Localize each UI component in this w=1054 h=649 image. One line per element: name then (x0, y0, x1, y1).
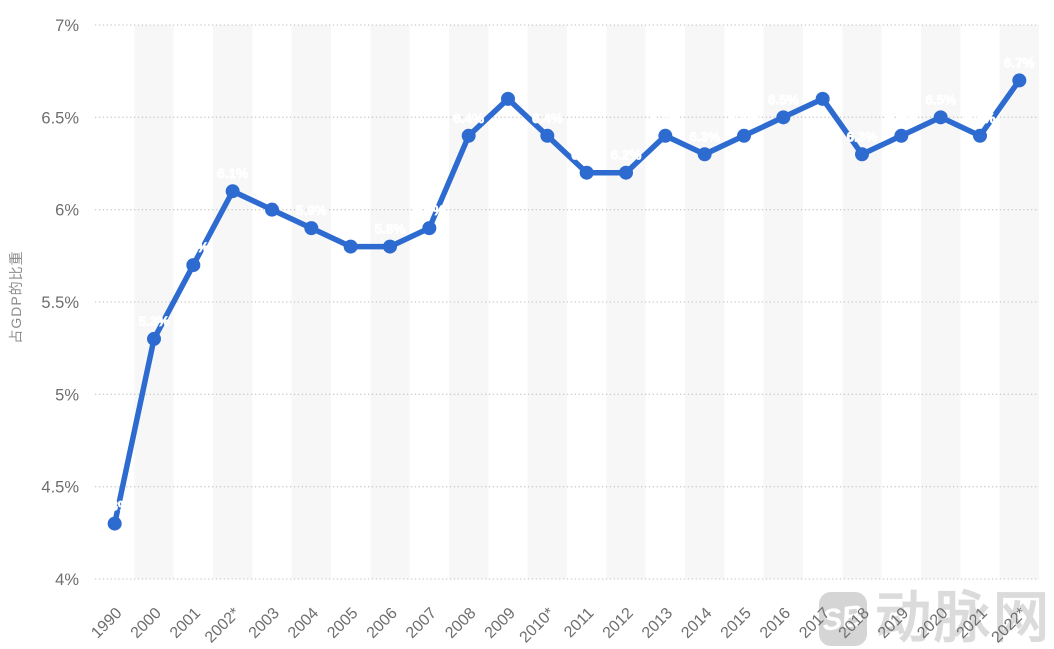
data-point (933, 110, 948, 125)
data-point-label: 6% (262, 185, 282, 200)
data-point-label: 5.9% (296, 203, 327, 218)
data-point-label: 4.3% (99, 499, 130, 514)
y-tick-label: 6% (55, 202, 79, 220)
data-point-label: 5.9% (414, 203, 445, 218)
data-point-label: 6.4% (886, 111, 917, 126)
x-axis-label: 2019 (875, 605, 912, 642)
series-line (111, 77, 1023, 527)
data-point (147, 331, 161, 346)
x-axis-label: 2018 (836, 605, 873, 642)
x-axis-label: 2006 (364, 605, 401, 642)
data-point-label: 6.4% (453, 111, 484, 126)
watermark-text: 动脉网 (875, 586, 1052, 649)
data-point (265, 202, 279, 217)
data-point (107, 516, 122, 531)
y-tick-label: 7% (55, 17, 79, 35)
data-point (225, 184, 240, 199)
data-point (697, 147, 712, 162)
x-axis-label: 2017 (796, 605, 833, 642)
data-point-label: 6.2% (611, 148, 642, 163)
y-tick-label: 4.5% (41, 479, 79, 497)
x-axis-label: 1990 (88, 605, 125, 642)
data-point (855, 147, 869, 162)
data-point (383, 239, 397, 254)
watermark-logo-icon: SB (819, 592, 867, 646)
data-point-label: 5.8% (335, 222, 366, 237)
x-axis-label: 2009 (482, 605, 519, 642)
data-point (737, 128, 751, 143)
data-point (658, 128, 673, 143)
data-point-label: 6.4% (965, 111, 996, 126)
data-point (422, 221, 437, 236)
x-axis-label: 2014 (678, 605, 715, 642)
x-axis-label: 2004 (285, 605, 322, 642)
x-axis-label: 2001 (167, 605, 204, 642)
data-point-label: 6.7% (1004, 55, 1035, 70)
y-tick-label: 6.5% (41, 109, 79, 127)
x-axis-label: 2010* (517, 605, 559, 647)
data-point-label: 6.1% (217, 166, 248, 181)
x-axis-label: 2016 (757, 605, 794, 642)
x-axis-label: 2008 (442, 605, 479, 642)
y-axis-title: 占GDP的比重 (8, 250, 24, 344)
data-point-label: 6.6% (493, 74, 524, 89)
data-point-label: 5.3% (139, 314, 170, 329)
data-point-label: 6.3% (689, 129, 720, 144)
x-axis-label: 2012 (600, 605, 637, 642)
data-point (776, 110, 791, 125)
data-point-label: 6.2% (571, 148, 602, 163)
data-point (815, 91, 830, 106)
x-axis-label: 2005 (324, 605, 361, 642)
x-axis-label: 2015 (718, 605, 755, 642)
y-tick-label: 5.5% (41, 294, 79, 312)
data-point (973, 128, 987, 143)
x-axis-label: 2003 (246, 605, 283, 642)
data-point (304, 221, 319, 236)
x-axis-label: 2022* (989, 605, 1031, 647)
data-point-label: 6.4% (650, 111, 681, 126)
plot-band (527, 25, 567, 579)
data-point (894, 128, 909, 143)
x-axis-label: 2013 (639, 605, 676, 642)
x-axis-label: 2011 (561, 605, 597, 641)
y-tick-label: 4% (55, 571, 79, 589)
data-point (1012, 73, 1027, 88)
data-point-label: 6.4% (729, 111, 760, 126)
data-point (619, 165, 633, 180)
data-point (540, 128, 555, 143)
data-point (186, 258, 201, 273)
x-axis-label: 2000 (128, 605, 165, 642)
data-point-label: 6.4% (532, 111, 563, 126)
x-axis-label: 2002* (202, 605, 244, 647)
x-axis-label: 2020 (914, 605, 951, 642)
data-point (461, 128, 476, 143)
data-point (579, 165, 594, 180)
data-point-label: 5.7% (178, 240, 209, 255)
watermark: SB 动脉网 (819, 590, 1052, 648)
data-point-label: 6.6% (807, 74, 838, 89)
x-axis-label: 2021 (954, 605, 991, 642)
data-point-label: 6.5% (925, 92, 956, 107)
data-point (343, 239, 358, 254)
data-point-label: 6.5% (768, 92, 799, 107)
data-point-label: 6.3% (847, 129, 878, 144)
data-point (501, 91, 515, 106)
x-axis-label: 2007 (403, 605, 440, 642)
y-tick-label: 5% (55, 386, 79, 404)
data-point-label: 5.8% (375, 222, 406, 237)
